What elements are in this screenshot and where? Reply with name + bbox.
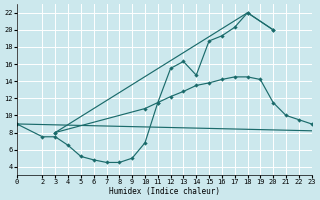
X-axis label: Humidex (Indice chaleur): Humidex (Indice chaleur)	[109, 187, 220, 196]
